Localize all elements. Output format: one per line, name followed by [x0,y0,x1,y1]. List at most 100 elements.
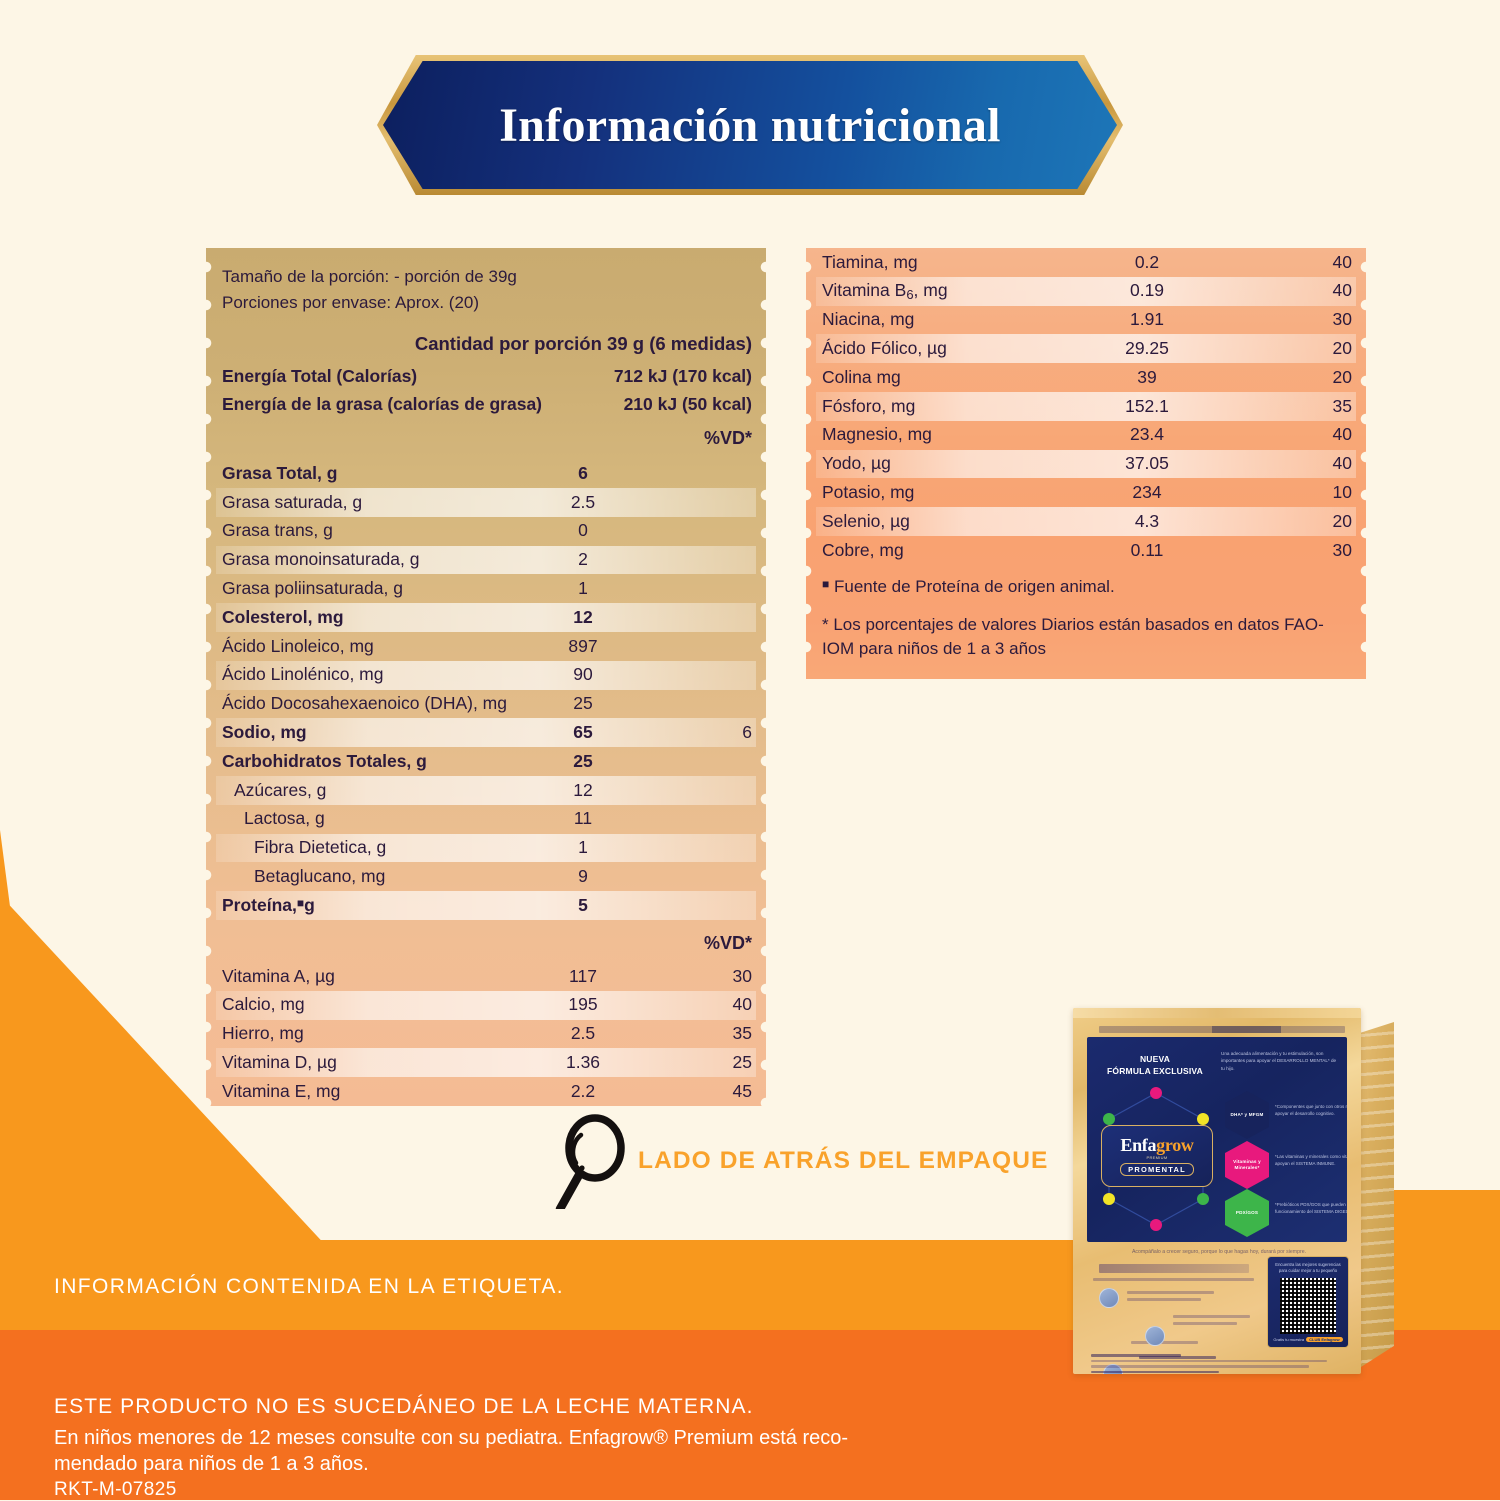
nutrient-daily-value: 20 [1332,510,1352,531]
nutrient-value: 9 [578,865,588,886]
table-row: Grasa trans, g 0 [206,517,766,546]
qr-footer-text: Gratis tu muestra [1273,1336,1305,1342]
nutrient-value: 195 [568,994,598,1015]
qr-club-pill: CLUB Enfagrow [1306,1336,1343,1342]
banner-inner: Información nutricional [383,61,1117,189]
nutrient-value: 25 [573,750,593,771]
table-row: Azúcares, g 12 [206,775,766,805]
qr-code-image [1280,1277,1336,1334]
table-row: Vitamina E, mg 2.2 45 [206,1077,766,1106]
table-row: Hierro, mg 2.5 35 [206,1020,766,1049]
nutrition-table-right-body: Tiamina, mg 0.2 40 Vitamina B6, mg 0.19 40 Nia… [806,248,1366,680]
vd-column-header-top: %VD* [703,428,752,449]
benefit-badge-note: *Las vitaminas y minerales como vitamina… [1275,1154,1347,1167]
nutrient-daily-value: 30 [1332,539,1352,560]
table-row: Potasio, mg 234 10 [806,478,1366,507]
nutrient-value: 90 [573,664,593,685]
step-icon-1 [1099,1288,1119,1308]
nutrient-name: Ácido Linoleico, mg [222,635,374,656]
nutrient-name: Ácido Docosahexaenoico (DHA), mg [222,693,507,714]
package-headline-line1: NUEVA [1139,1054,1171,1064]
nutrient-value: 25 [573,693,593,714]
nutrient-value: 0.11 [1130,539,1164,560]
package-top-edge [1073,1008,1361,1018]
table-row: Selenio, µg 4.3 20 [806,507,1366,536]
nutrient-value: 2.2 [570,1080,596,1101]
storage-information-lines [1091,1354,1347,1374]
table-row: Betaglucano, mg 9 [206,862,766,891]
nutrient-value: 234 [1132,482,1162,503]
nutrient-daily-value: 40 [1332,280,1352,301]
nutrient-name: Yodo, µg [822,453,891,474]
table-row: Ácido Linolénico, mg 90 [206,660,766,690]
nutrient-name: Grasa monoinsaturada, g [222,549,420,570]
nutrition-table-left: Tamaño de la porción: - porción de 39g P… [206,248,766,1106]
serving-info: Tamaño de la porción: - porción de 39g P… [206,248,766,331]
nutrient-daily-value: 40 [1332,424,1352,445]
benefit-badge: PDX/GOS [1225,1189,1269,1237]
nutrient-name: Colesterol, mg [222,606,344,627]
benefit-badge: DHA* y MFGM [1225,1091,1269,1139]
energy-total-value: 712 kJ (170 kcal) [613,366,752,387]
footnote-daily-values: * Los porcentajes de valores Diarios est… [822,614,1324,659]
magnifier-icon [555,1114,625,1209]
nutrient-value: 2.5 [570,491,596,512]
table-row: Vitamina D, µg 1.36 25 [206,1048,766,1077]
nutrient-name: Fibra Dietetica, g [254,837,387,858]
nutrient-value: 6 [578,462,588,483]
table-row: Lactosa, g 11 [206,805,766,834]
nutrient-value: 152.1 [1125,395,1169,416]
page-header-banner: Información nutricional [377,55,1123,195]
table-row: Yodo, µg 37.05 40 [806,449,1366,479]
vd-column-header-middle: %VD* [703,932,752,953]
nutrient-name: Vitamina E, mg [222,1080,341,1101]
page-title: Información nutricional [499,98,1001,152]
product-package-image: NUEVA FÓRMULA EXCLUSIVA Una adecuada ali… [1073,1008,1394,1380]
label-info-text: INFORMACIÓN CONTENIDA EN LA ETIQUETA. [54,1275,564,1298]
table-row: Ácido Fólico, µg 29.25 20 [806,334,1366,363]
nutrient-name: Hierro, mg [222,1023,304,1044]
package-headline: NUEVA FÓRMULA EXCLUSIVA [1099,1053,1211,1078]
benefit-badge-note: *Prebióticos PDX/GOS que pueden apoyar e… [1275,1202,1347,1215]
nutrient-value: 117 [569,965,597,986]
package-intro-text: Una adecuada alimentación y tu estimulac… [1221,1051,1337,1071]
table-row: Vitamina A, µg 117 30 [206,962,766,991]
table-row: Grasa monoinsaturada, g 2 [206,545,766,575]
nutrient-daily-value: 30 [1332,309,1352,330]
nutrient-daily-value: 20 [1332,366,1352,387]
table-row: Ácido Docosahexaenoico (DHA), mg 25 [206,690,766,719]
footnote-protein-source-text: Fuente de Proteína de origen animal. [833,576,1115,596]
square-marker-icon: ■ [822,576,830,591]
nutrient-name: Lactosa, g [244,808,325,829]
energy-total-row: Energía Total (Calorías) 712 kJ (170 kca… [206,363,766,391]
footnote-protein-source: ■ Fuente de Proteína de origen animal. [806,565,1366,603]
table-row: Grasa saturada, g 2.5 [206,487,766,517]
table-row: Grasa Total, g 6 [206,459,766,488]
servings-per-container-label: Porciones por envase: Aprox. (20) [222,293,480,313]
square-marker-icon: ■ [296,895,305,910]
subscript-text: 6 [906,286,914,302]
serving-size-label: Tamaño de la porción: - porción de 39g [222,267,517,286]
nutrient-name: Niacina, mg [822,309,915,330]
table-row: Colesterol, mg 12 [206,603,766,632]
nutrient-daily-value: 20 [1332,338,1352,359]
nutrient-daily-value: 25 [732,1051,752,1072]
legal-headline: ESTE PRODUCTO NO ES SUCEDÁNEO DE LA LECH… [54,1395,754,1418]
nutrient-name: Tiamina, mg [822,251,918,272]
nutrient-daily-value: 6 [742,722,752,742]
nutrient-name: Potasio, mg [822,482,915,503]
benefit-badge-note: *Componentes que junto con otros nutrien… [1275,1104,1347,1117]
table-row: Niacina, mg 1.91 30 [806,306,1366,335]
table-row: Grasa poliinsaturada, g 1 [206,574,766,603]
table-row: Sodio, mg 65 6 [206,718,766,747]
table-row: Tiamina, mg 0.2 40 [806,248,1366,277]
nutrient-name: Grasa saturada, g [222,491,363,512]
qr-code-panel[interactable]: Encuentra las mejores sugerencias para c… [1267,1256,1349,1348]
nutrient-name: Grasa Total, g [222,462,338,483]
table-row: Ácido Linoleico, mg 897 [206,632,766,661]
nutrient-name: Proteína,■g [222,894,315,915]
package-tagline: Acompáñalo a crecer seguro, porque lo qu… [1131,1249,1307,1255]
nutrient-daily-value: 40 [1332,453,1352,474]
nutrient-name: Grasa poliinsaturada, g [222,578,403,599]
legal-body: En niños menores de 12 meses consulte co… [54,1425,954,1477]
